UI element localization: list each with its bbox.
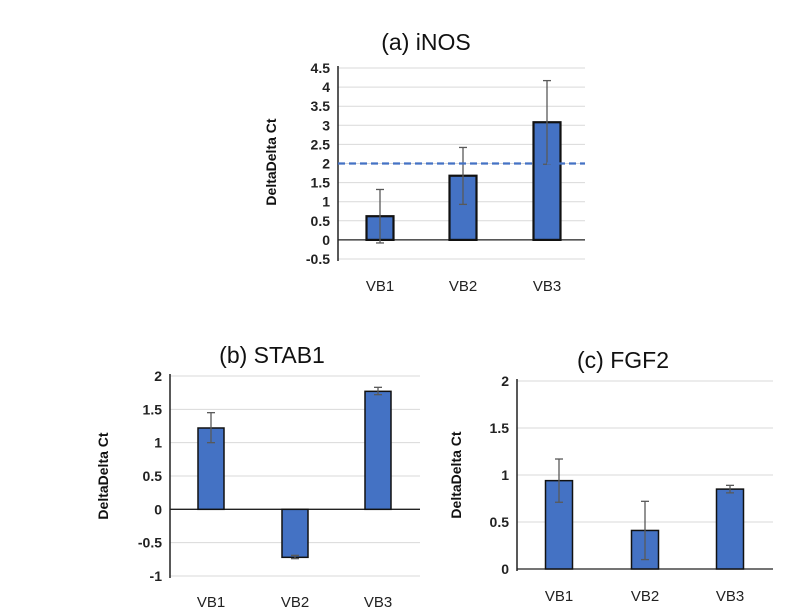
y-tick-label: 1 — [501, 467, 509, 483]
x-category-label: VB3 — [364, 594, 392, 611]
y-tick-label: 3.5 — [311, 98, 331, 114]
y-tick-label: 4.5 — [311, 60, 331, 76]
x-category-label: VB1 — [197, 594, 225, 611]
y-tick-label: 1 — [154, 435, 162, 451]
bar-vb3 — [715, 488, 745, 570]
chart-inos: -0.5 0 0.5 1 1.5 2 2.5 3 3.5 4 4.5 VB1 VB2 VB3 (a) iNO… — [263, 29, 585, 295]
y-tick-label: 1.5 — [311, 175, 331, 191]
chart-title: (c) FGF2 — [577, 347, 669, 373]
chart-stab1: -1 -0.5 0 0.5 1 1.5 2 VB1 VB2 VB3 (b) STAB1 DeltaDe… — [95, 342, 420, 611]
y-tick-label: 0 — [154, 501, 162, 517]
y-tick-label: 2.5 — [311, 136, 331, 152]
y-axis-label: DeltaDelta Ct — [448, 431, 464, 518]
y-tick-label: -0.5 — [138, 535, 162, 551]
y-axis-label: DeltaDelta Ct — [95, 432, 111, 519]
x-category-label: VB2 — [281, 594, 309, 611]
bar-vb3 — [364, 390, 392, 511]
y-tick-label: 2 — [501, 373, 509, 389]
y-tick-label: 4 — [322, 79, 330, 95]
x-category-label: VB3 — [533, 278, 561, 295]
y-tick-label: 0 — [322, 232, 330, 248]
y-tick-label: 0.5 — [311, 213, 331, 229]
x-category-label: VB2 — [631, 588, 659, 605]
y-tick-label: 1 — [322, 194, 330, 210]
y-tick-label: 2 — [154, 368, 162, 384]
x-category-label: VB3 — [716, 588, 744, 605]
x-category-label: VB2 — [449, 278, 477, 295]
y-tick-label: -1 — [150, 568, 163, 584]
x-category-label: VB1 — [545, 588, 573, 605]
y-tick-label: 0.5 — [143, 468, 163, 484]
y-tick-label: 0.5 — [490, 514, 510, 530]
chart-fgf2: 0 0.5 1 1.5 2 VB1 VB2 VB3 (c) FGF2 DeltaDelta Ct — [448, 347, 773, 605]
y-tick-label: -0.5 — [306, 251, 330, 267]
y-tick-label: 1.5 — [143, 401, 163, 417]
x-category-label: VB1 — [366, 278, 394, 295]
bar-vb2 — [281, 508, 309, 559]
chart-title: (b) STAB1 — [219, 342, 325, 368]
chart-title: (a) iNOS — [381, 29, 470, 55]
y-axis-label: DeltaDelta Ct — [263, 118, 279, 205]
y-tick-label: 0 — [501, 561, 509, 577]
y-tick-label: 2 — [322, 156, 330, 172]
y-tick-label: 1.5 — [490, 420, 510, 436]
y-tick-label: 3 — [322, 117, 330, 133]
